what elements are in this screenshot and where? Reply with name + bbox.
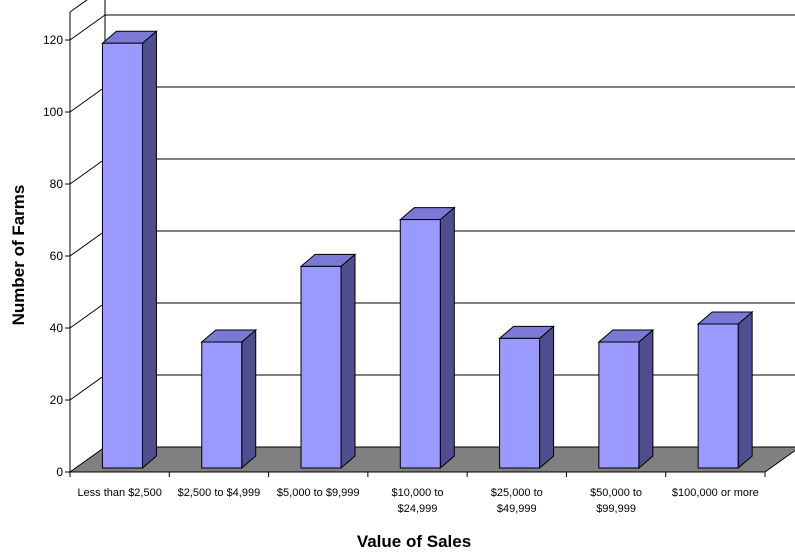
gridline-side xyxy=(69,230,106,257)
y-tick-label: 20 xyxy=(50,393,64,407)
bar-front xyxy=(697,323,739,469)
x-tick-label: $25,000 to $49,999 xyxy=(491,487,543,515)
bar-side xyxy=(340,253,356,470)
axes xyxy=(69,12,766,477)
bar xyxy=(498,325,555,470)
x-tick-label: $10,000 to $24,999 xyxy=(392,487,444,515)
x-tick-label-line: $10,000 to xyxy=(392,487,444,499)
gridlines xyxy=(69,14,795,401)
x-tick-label: $100,000 or more xyxy=(672,487,759,499)
gridline-side xyxy=(69,374,106,401)
bar xyxy=(101,30,158,470)
y-tick-label: 120 xyxy=(43,33,63,47)
bar-side xyxy=(539,325,555,470)
gridline-side xyxy=(69,14,106,41)
bar-front xyxy=(598,341,640,469)
y-tick-label: 100 xyxy=(43,105,63,119)
gridline-side xyxy=(69,86,106,113)
bar-front xyxy=(101,42,143,469)
x-axis-title: Value of Sales xyxy=(357,532,471,551)
bar-front xyxy=(399,219,441,469)
bar-side xyxy=(638,328,654,470)
y-tick-label: 0 xyxy=(56,465,63,479)
gridline-side xyxy=(69,302,106,329)
bar-side xyxy=(439,206,455,470)
x-tick-label-line: $99,999 xyxy=(596,503,636,515)
x-tick-label-line: $49,999 xyxy=(497,503,537,515)
x-tick-labels: Less than $2,500 $2,500 to $4,999 $5,000 t… xyxy=(77,487,758,515)
bar-side xyxy=(241,328,257,470)
y-tick-labels: 0 20 40 60 80 100 120 xyxy=(43,33,70,479)
bars xyxy=(101,30,754,470)
x-tick-label-line: $25,000 to xyxy=(491,487,543,499)
bar xyxy=(597,328,655,470)
bar xyxy=(696,310,754,470)
gridline-side xyxy=(69,158,106,185)
x-tick-label: $2,500 to $4,999 xyxy=(178,487,261,499)
x-tick-label: $5,000 to $9,999 xyxy=(277,487,360,499)
x-tick-label-line: $2,500 to $4,999 xyxy=(178,487,261,499)
y-axis-title: Number of Farms xyxy=(9,185,28,326)
bar-side xyxy=(737,310,753,470)
bar xyxy=(200,328,258,470)
bar xyxy=(299,253,357,470)
bar xyxy=(398,206,456,470)
bar-front xyxy=(201,341,243,469)
y-tick-label: 60 xyxy=(50,249,64,263)
x-tick-label-line: $50,000 to xyxy=(590,487,642,499)
y-tick-label: 80 xyxy=(50,177,64,191)
x-tick-label-line: $24,999 xyxy=(398,503,438,515)
bar-front xyxy=(300,265,342,469)
x-tick-label: Less than $2,500 xyxy=(77,487,161,499)
bar-front xyxy=(499,337,541,469)
side-wall-top-edge xyxy=(69,0,88,13)
x-tick-label: $50,000 to $99,999 xyxy=(590,487,642,515)
x-tick-label-line: $100,000 or more xyxy=(672,487,759,499)
x-tick-label-line: $5,000 to $9,999 xyxy=(277,487,360,499)
x-tick-label-line: Less than $2,500 xyxy=(77,487,161,499)
bar-side xyxy=(141,30,157,470)
y-tick-label: 40 xyxy=(50,321,64,335)
